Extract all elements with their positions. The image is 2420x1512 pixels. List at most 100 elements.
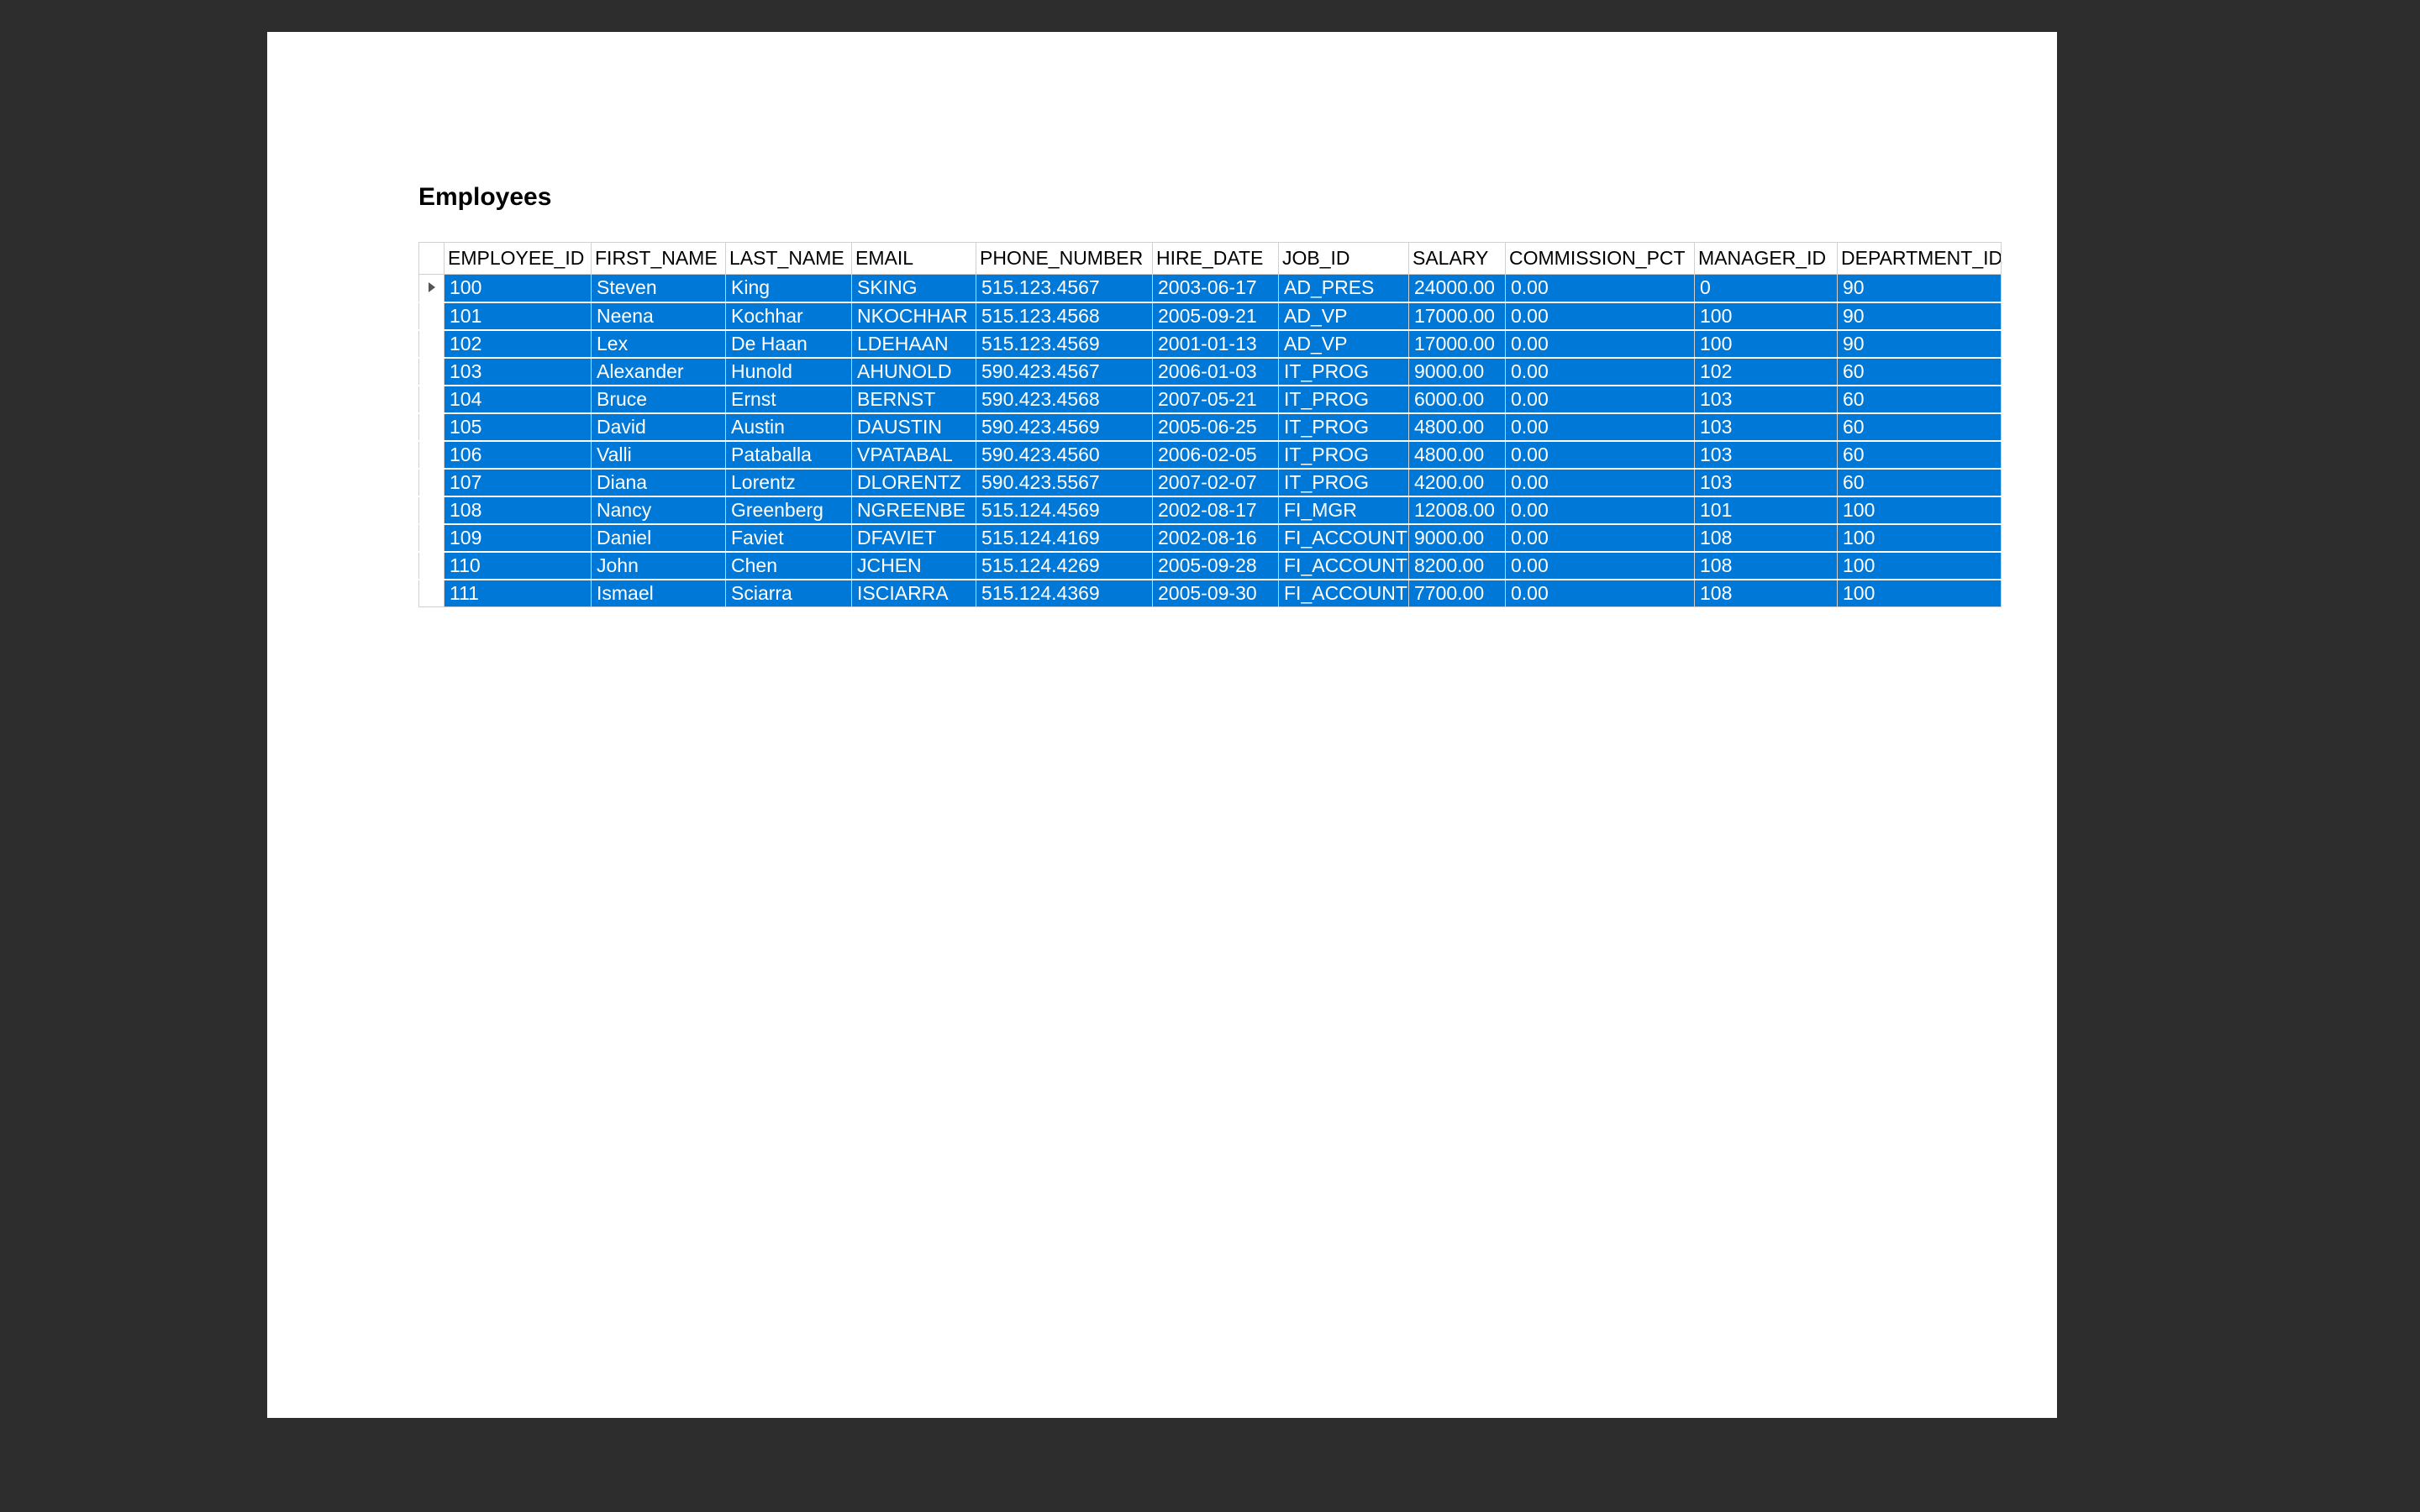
row-header-cell[interactable]: [419, 302, 445, 330]
cell-commission_pct[interactable]: 0.00: [1506, 275, 1695, 302]
cell-employee_id[interactable]: 100: [445, 275, 592, 302]
cell-employee_id[interactable]: 107: [445, 469, 592, 496]
cell-employee_id[interactable]: 101: [445, 302, 592, 330]
cell-job_id[interactable]: FI_ACCOUNT: [1279, 552, 1409, 580]
cell-phone_number[interactable]: 590.423.5567: [976, 469, 1153, 496]
cell-employee_id[interactable]: 109: [445, 524, 592, 552]
cell-salary[interactable]: 7700.00: [1409, 580, 1506, 607]
cell-employee_id[interactable]: 111: [445, 580, 592, 607]
cell-department_id[interactable]: 90: [1838, 275, 2002, 302]
cell-employee_id[interactable]: 110: [445, 552, 592, 580]
cell-salary[interactable]: 9000.00: [1409, 524, 1506, 552]
cell-job_id[interactable]: IT_PROG: [1279, 386, 1409, 413]
cell-department_id[interactable]: 60: [1838, 469, 2002, 496]
cell-department_id[interactable]: 100: [1838, 524, 2002, 552]
cell-salary[interactable]: 24000.00: [1409, 275, 1506, 302]
cell-hire_date[interactable]: 2005-09-28: [1153, 552, 1279, 580]
cell-hire_date[interactable]: 2007-05-21: [1153, 386, 1279, 413]
column-header-department_id[interactable]: DEPARTMENT_ID: [1838, 243, 2002, 275]
cell-job_id[interactable]: IT_PROG: [1279, 469, 1409, 496]
cell-job_id[interactable]: FI_ACCOUNT: [1279, 580, 1409, 607]
row-header-cell[interactable]: [419, 580, 445, 607]
column-header-email[interactable]: EMAIL: [852, 243, 976, 275]
cell-phone_number[interactable]: 590.423.4567: [976, 358, 1153, 386]
cell-employee_id[interactable]: 105: [445, 413, 592, 441]
cell-commission_pct[interactable]: 0.00: [1506, 469, 1695, 496]
row-header-cell[interactable]: [419, 413, 445, 441]
cell-commission_pct[interactable]: 0.00: [1506, 302, 1695, 330]
cell-email[interactable]: ISCIARRA: [852, 580, 976, 607]
cell-manager_id[interactable]: 108: [1695, 552, 1838, 580]
cell-department_id[interactable]: 100: [1838, 580, 2002, 607]
table-row[interactable]: 109DanielFavietDFAVIET515.124.41692002-0…: [419, 524, 2002, 552]
column-header-last_name[interactable]: LAST_NAME: [726, 243, 852, 275]
cell-email[interactable]: DFAVIET: [852, 524, 976, 552]
cell-hire_date[interactable]: 2002-08-16: [1153, 524, 1279, 552]
cell-manager_id[interactable]: 103: [1695, 386, 1838, 413]
table-row[interactable]: 100StevenKingSKING515.123.45672003-06-17…: [419, 275, 2002, 302]
cell-email[interactable]: LDEHAAN: [852, 330, 976, 358]
table-row[interactable]: 107DianaLorentzDLORENTZ590.423.55672007-…: [419, 469, 2002, 496]
cell-phone_number[interactable]: 515.124.4369: [976, 580, 1153, 607]
cell-employee_id[interactable]: 108: [445, 496, 592, 524]
cell-commission_pct[interactable]: 0.00: [1506, 496, 1695, 524]
cell-commission_pct[interactable]: 0.00: [1506, 441, 1695, 469]
cell-last_name[interactable]: Lorentz: [726, 469, 852, 496]
cell-commission_pct[interactable]: 0.00: [1506, 524, 1695, 552]
cell-email[interactable]: NKOCHHAR: [852, 302, 976, 330]
row-header-cell[interactable]: [419, 386, 445, 413]
cell-email[interactable]: SKING: [852, 275, 976, 302]
cell-manager_id[interactable]: 103: [1695, 469, 1838, 496]
row-header-cell[interactable]: [419, 552, 445, 580]
cell-last_name[interactable]: Kochhar: [726, 302, 852, 330]
cell-department_id[interactable]: 90: [1838, 302, 2002, 330]
cell-manager_id[interactable]: 0: [1695, 275, 1838, 302]
cell-first_name[interactable]: Valli: [592, 441, 726, 469]
cell-phone_number[interactable]: 515.124.4569: [976, 496, 1153, 524]
cell-department_id[interactable]: 60: [1838, 413, 2002, 441]
cell-last_name[interactable]: Sciarra: [726, 580, 852, 607]
cell-job_id[interactable]: IT_PROG: [1279, 358, 1409, 386]
cell-salary[interactable]: 6000.00: [1409, 386, 1506, 413]
cell-hire_date[interactable]: 2002-08-17: [1153, 496, 1279, 524]
cell-salary[interactable]: 4200.00: [1409, 469, 1506, 496]
cell-last_name[interactable]: Ernst: [726, 386, 852, 413]
cell-last_name[interactable]: Pataballa: [726, 441, 852, 469]
cell-phone_number[interactable]: 590.423.4560: [976, 441, 1153, 469]
cell-hire_date[interactable]: 2001-01-13: [1153, 330, 1279, 358]
cell-commission_pct[interactable]: 0.00: [1506, 386, 1695, 413]
cell-phone_number[interactable]: 515.123.4569: [976, 330, 1153, 358]
column-header-first_name[interactable]: FIRST_NAME: [592, 243, 726, 275]
cell-last_name[interactable]: Faviet: [726, 524, 852, 552]
cell-phone_number[interactable]: 590.423.4569: [976, 413, 1153, 441]
column-header-commission_pct[interactable]: COMMISSION_PCT: [1506, 243, 1695, 275]
cell-commission_pct[interactable]: 0.00: [1506, 330, 1695, 358]
table-row[interactable]: 110JohnChenJCHEN515.124.42692005-09-28FI…: [419, 552, 2002, 580]
row-header-cell[interactable]: [419, 496, 445, 524]
cell-job_id[interactable]: FI_ACCOUNT: [1279, 524, 1409, 552]
cell-first_name[interactable]: Steven: [592, 275, 726, 302]
cell-commission_pct[interactable]: 0.00: [1506, 580, 1695, 607]
column-header-salary[interactable]: SALARY: [1409, 243, 1506, 275]
table-row[interactable]: 102LexDe HaanLDEHAAN515.123.45692001-01-…: [419, 330, 2002, 358]
cell-last_name[interactable]: Hunold: [726, 358, 852, 386]
row-header-cell[interactable]: [419, 441, 445, 469]
cell-manager_id[interactable]: 108: [1695, 524, 1838, 552]
column-header-phone_number[interactable]: PHONE_NUMBER: [976, 243, 1153, 275]
cell-salary[interactable]: 4800.00: [1409, 413, 1506, 441]
cell-hire_date[interactable]: 2005-09-21: [1153, 302, 1279, 330]
cell-job_id[interactable]: AD_VP: [1279, 302, 1409, 330]
cell-manager_id[interactable]: 101: [1695, 496, 1838, 524]
cell-department_id[interactable]: 60: [1838, 441, 2002, 469]
cell-first_name[interactable]: Nancy: [592, 496, 726, 524]
cell-first_name[interactable]: Lex: [592, 330, 726, 358]
cell-employee_id[interactable]: 106: [445, 441, 592, 469]
cell-phone_number[interactable]: 515.123.4567: [976, 275, 1153, 302]
cell-hire_date[interactable]: 2005-06-25: [1153, 413, 1279, 441]
cell-phone_number[interactable]: 515.124.4169: [976, 524, 1153, 552]
cell-salary[interactable]: 17000.00: [1409, 330, 1506, 358]
cell-hire_date[interactable]: 2003-06-17: [1153, 275, 1279, 302]
cell-employee_id[interactable]: 102: [445, 330, 592, 358]
cell-last_name[interactable]: Austin: [726, 413, 852, 441]
column-header-hire_date[interactable]: HIRE_DATE: [1153, 243, 1279, 275]
